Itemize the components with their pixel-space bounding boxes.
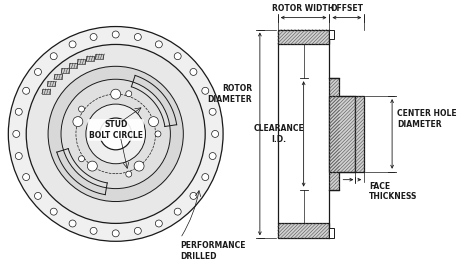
Circle shape bbox=[134, 227, 141, 234]
FancyBboxPatch shape bbox=[69, 63, 77, 68]
Circle shape bbox=[50, 53, 57, 60]
Circle shape bbox=[134, 161, 144, 171]
Circle shape bbox=[209, 152, 216, 159]
Circle shape bbox=[190, 193, 197, 199]
Circle shape bbox=[23, 87, 29, 94]
Circle shape bbox=[86, 104, 146, 164]
Circle shape bbox=[50, 208, 57, 215]
Circle shape bbox=[48, 66, 183, 202]
Text: STUD
BOLT CIRCLE: STUD BOLT CIRCLE bbox=[89, 120, 143, 140]
Circle shape bbox=[79, 156, 84, 162]
Circle shape bbox=[148, 117, 158, 127]
Circle shape bbox=[126, 171, 132, 177]
Text: ROTOR
DIAMETER: ROTOR DIAMETER bbox=[207, 84, 252, 104]
Circle shape bbox=[126, 91, 132, 97]
Circle shape bbox=[155, 41, 162, 48]
Circle shape bbox=[13, 131, 20, 138]
Circle shape bbox=[212, 131, 219, 138]
Text: CLEARANCE
I.D.: CLEARANCE I.D. bbox=[254, 124, 304, 144]
Circle shape bbox=[69, 220, 76, 227]
Circle shape bbox=[100, 118, 132, 150]
Circle shape bbox=[26, 44, 205, 223]
Text: CENTER HOLE
DIAMETER: CENTER HOLE DIAMETER bbox=[397, 109, 456, 129]
Circle shape bbox=[112, 31, 119, 38]
Circle shape bbox=[90, 34, 97, 41]
Circle shape bbox=[79, 106, 84, 112]
Circle shape bbox=[111, 89, 121, 99]
Circle shape bbox=[73, 117, 83, 127]
Circle shape bbox=[35, 193, 41, 199]
Text: ROTOR WIDTH: ROTOR WIDTH bbox=[273, 4, 335, 13]
Circle shape bbox=[202, 87, 209, 94]
Circle shape bbox=[15, 152, 22, 159]
FancyBboxPatch shape bbox=[278, 30, 329, 44]
FancyBboxPatch shape bbox=[329, 228, 335, 238]
Text: PERFORMANCE
DRILLED: PERFORMANCE DRILLED bbox=[180, 241, 246, 261]
Circle shape bbox=[134, 34, 141, 41]
Circle shape bbox=[174, 53, 181, 60]
FancyBboxPatch shape bbox=[61, 68, 69, 73]
Circle shape bbox=[155, 220, 162, 227]
FancyBboxPatch shape bbox=[329, 30, 335, 40]
FancyBboxPatch shape bbox=[278, 223, 329, 238]
Circle shape bbox=[35, 68, 41, 75]
Circle shape bbox=[23, 174, 29, 180]
Circle shape bbox=[209, 108, 216, 115]
Text: FACE
THICKNESS: FACE THICKNESS bbox=[369, 182, 418, 201]
FancyBboxPatch shape bbox=[95, 54, 103, 59]
FancyBboxPatch shape bbox=[77, 59, 85, 64]
Circle shape bbox=[202, 174, 209, 180]
Circle shape bbox=[15, 108, 22, 115]
FancyBboxPatch shape bbox=[47, 81, 55, 86]
FancyBboxPatch shape bbox=[329, 96, 356, 172]
Circle shape bbox=[155, 131, 161, 137]
FancyBboxPatch shape bbox=[329, 78, 339, 190]
Circle shape bbox=[9, 26, 223, 241]
Circle shape bbox=[112, 230, 119, 237]
Circle shape bbox=[100, 118, 132, 150]
Circle shape bbox=[87, 161, 97, 171]
Circle shape bbox=[174, 208, 181, 215]
FancyBboxPatch shape bbox=[54, 74, 62, 79]
Circle shape bbox=[61, 79, 170, 189]
Text: OFFSET: OFFSET bbox=[330, 4, 364, 13]
Circle shape bbox=[69, 41, 76, 48]
Circle shape bbox=[190, 68, 197, 75]
FancyBboxPatch shape bbox=[356, 96, 364, 172]
FancyBboxPatch shape bbox=[42, 89, 50, 94]
Circle shape bbox=[90, 227, 97, 234]
FancyBboxPatch shape bbox=[86, 56, 94, 61]
